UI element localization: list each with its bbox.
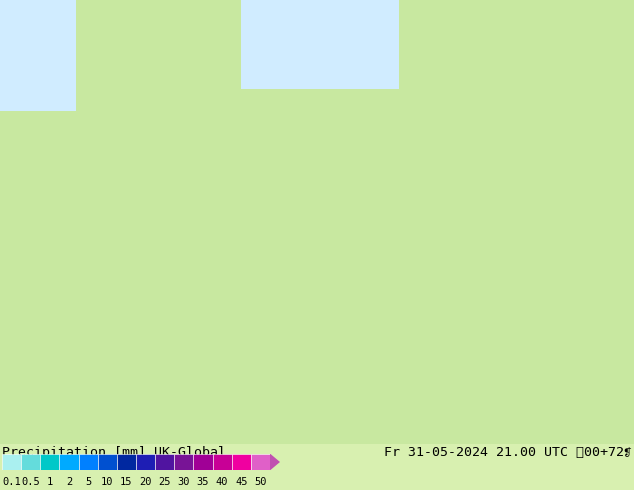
- Bar: [0, 0, 76, 111]
- Bar: [41, 454, 60, 470]
- Text: 1: 1: [47, 477, 53, 487]
- Bar: [2, 454, 21, 470]
- Bar: [174, 454, 193, 470]
- Bar: [231, 454, 251, 470]
- Text: 30: 30: [178, 477, 190, 487]
- Bar: [193, 454, 212, 470]
- Text: 40: 40: [216, 477, 228, 487]
- Bar: [136, 454, 155, 470]
- Text: 0.5: 0.5: [22, 477, 40, 487]
- Bar: [241, 0, 399, 89]
- Text: 50: 50: [254, 477, 267, 487]
- Text: 45: 45: [235, 477, 247, 487]
- Bar: [98, 454, 117, 470]
- Bar: [60, 454, 79, 470]
- Text: 20: 20: [139, 477, 152, 487]
- Text: 2: 2: [66, 477, 72, 487]
- Text: 25: 25: [158, 477, 171, 487]
- Text: 15: 15: [120, 477, 133, 487]
- Bar: [21, 454, 41, 470]
- Bar: [117, 454, 136, 470]
- Bar: [79, 454, 98, 470]
- Bar: [155, 454, 174, 470]
- Text: 35: 35: [197, 477, 209, 487]
- Text: Fr 31-05-2024 21.00 UTC ❠00+72❡: Fr 31-05-2024 21.00 UTC ❠00+72❡: [384, 446, 632, 459]
- Bar: [251, 454, 270, 470]
- Bar: [212, 454, 231, 470]
- Text: 10: 10: [101, 477, 113, 487]
- FancyArrow shape: [270, 454, 280, 470]
- Text: 5: 5: [85, 477, 91, 487]
- Text: Precipitation [mm] UK-Global: Precipitation [mm] UK-Global: [2, 446, 226, 459]
- Text: 0.1: 0.1: [2, 477, 21, 487]
